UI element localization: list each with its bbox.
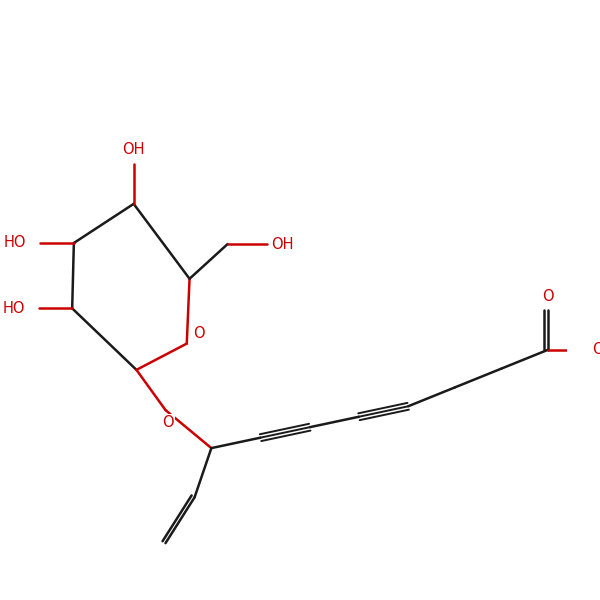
Text: OH: OH [122,142,145,157]
Text: OH: OH [271,236,293,251]
Text: O: O [542,289,554,304]
Text: HO: HO [2,301,25,316]
Text: O: O [163,415,174,430]
Text: O: O [193,326,205,341]
Text: O: O [593,342,600,357]
Text: HO: HO [4,235,26,250]
